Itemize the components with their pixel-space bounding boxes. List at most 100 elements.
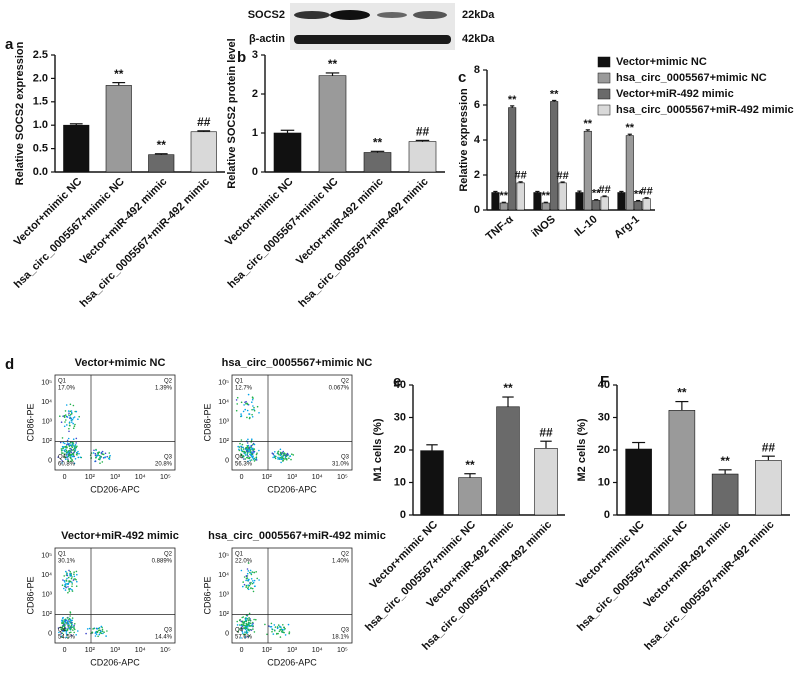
bar bbox=[458, 477, 482, 516]
flow-frame bbox=[231, 547, 353, 644]
event-dot bbox=[77, 418, 79, 421]
event-dot bbox=[62, 441, 65, 444]
panel-letter: e bbox=[393, 373, 401, 390]
event-dot bbox=[279, 448, 282, 451]
event-dot bbox=[253, 409, 256, 412]
event-dot bbox=[70, 444, 72, 447]
event-dot bbox=[268, 625, 270, 627]
significance-label: ## bbox=[416, 125, 430, 139]
event-dot bbox=[238, 449, 241, 452]
event-dot bbox=[109, 454, 111, 457]
event-dot bbox=[286, 459, 288, 461]
y-tick-label: 8 bbox=[474, 64, 480, 76]
event-dot bbox=[249, 571, 251, 574]
bar bbox=[496, 406, 520, 516]
bar bbox=[575, 192, 584, 211]
event-dot bbox=[250, 573, 253, 576]
event-dot bbox=[251, 413, 253, 416]
quadrant-percent: 18.1% bbox=[332, 635, 350, 641]
event-dot bbox=[66, 633, 68, 636]
event-dot bbox=[251, 587, 254, 590]
event-dot bbox=[106, 630, 108, 632]
event-dot bbox=[65, 448, 67, 451]
event-dot bbox=[65, 404, 68, 406]
quadrant-name: Q1 bbox=[58, 379, 67, 385]
y-tick-label: 6 bbox=[474, 99, 480, 111]
y-tick-label: 10 bbox=[394, 476, 406, 488]
event-dot bbox=[65, 579, 67, 581]
event-dot bbox=[73, 571, 75, 573]
event-dot bbox=[247, 444, 250, 447]
event-dot bbox=[248, 619, 251, 621]
event-dot bbox=[251, 438, 253, 441]
y-tick-label: 0 bbox=[252, 166, 258, 178]
event-dot bbox=[246, 409, 249, 412]
event-dot bbox=[61, 622, 63, 625]
bar bbox=[420, 450, 444, 516]
event-dot bbox=[62, 624, 64, 627]
event-dot bbox=[244, 620, 246, 623]
quadrant-name: Q4 bbox=[235, 455, 244, 461]
quadrant-percent: 20.8% bbox=[155, 462, 173, 468]
event-dot bbox=[75, 451, 78, 454]
event-dot bbox=[60, 448, 63, 450]
bar bbox=[617, 192, 626, 211]
event-dot bbox=[101, 453, 104, 455]
bar bbox=[63, 124, 90, 173]
event-dot bbox=[270, 622, 273, 625]
event-dot bbox=[246, 449, 249, 451]
event-dot bbox=[72, 448, 75, 451]
bar bbox=[516, 182, 525, 211]
x-tick-label: 10⁴ bbox=[135, 647, 146, 654]
event-dot bbox=[71, 590, 74, 592]
significance-label: ## bbox=[197, 115, 211, 129]
bar bbox=[634, 200, 643, 211]
event-dot bbox=[243, 458, 245, 460]
event-dot bbox=[73, 627, 75, 630]
event-dot bbox=[246, 626, 249, 628]
event-dot bbox=[74, 423, 76, 426]
event-dot bbox=[65, 445, 68, 447]
event-dot bbox=[256, 577, 259, 580]
flow-title: hsa_circ_0005567+mimic NC bbox=[222, 357, 373, 369]
event-dot bbox=[101, 461, 104, 463]
event-dot bbox=[251, 398, 254, 401]
event-dot bbox=[240, 569, 243, 572]
event-dot bbox=[248, 617, 250, 619]
bar bbox=[534, 448, 558, 516]
event-dot bbox=[280, 458, 282, 461]
event-dot bbox=[72, 453, 74, 455]
event-dot bbox=[243, 633, 246, 636]
event-dot bbox=[68, 454, 70, 456]
event-dot bbox=[284, 456, 287, 459]
event-dot bbox=[68, 430, 70, 433]
event-dot bbox=[252, 625, 254, 627]
event-dot bbox=[71, 455, 73, 457]
event-dot bbox=[101, 450, 104, 453]
event-dot bbox=[74, 445, 76, 447]
bar bbox=[625, 448, 652, 516]
legend-label: hsa_circ_0005567+miR-492 mimic bbox=[616, 104, 794, 116]
event-dot bbox=[74, 458, 77, 460]
event-dot bbox=[63, 587, 65, 590]
significance-label: ## bbox=[514, 170, 526, 182]
event-dot bbox=[278, 630, 281, 632]
event-dot bbox=[79, 456, 82, 459]
event-dot bbox=[72, 579, 75, 581]
event-dot bbox=[247, 586, 249, 588]
significance-label: ** bbox=[634, 188, 643, 200]
event-dot bbox=[61, 460, 63, 462]
event-dot bbox=[70, 410, 73, 412]
event-dot bbox=[69, 410, 72, 413]
significance-label: ## bbox=[539, 425, 553, 439]
event-dot bbox=[70, 624, 73, 627]
event-dot bbox=[287, 453, 289, 456]
event-dot bbox=[57, 456, 59, 458]
y-tick-label: 10² bbox=[219, 438, 230, 445]
event-dot bbox=[247, 636, 249, 638]
event-dot bbox=[69, 615, 71, 617]
legend-swatch bbox=[597, 104, 611, 116]
event-dot bbox=[277, 632, 279, 635]
event-dot bbox=[73, 445, 75, 447]
x-tick-label: 10² bbox=[262, 474, 273, 481]
